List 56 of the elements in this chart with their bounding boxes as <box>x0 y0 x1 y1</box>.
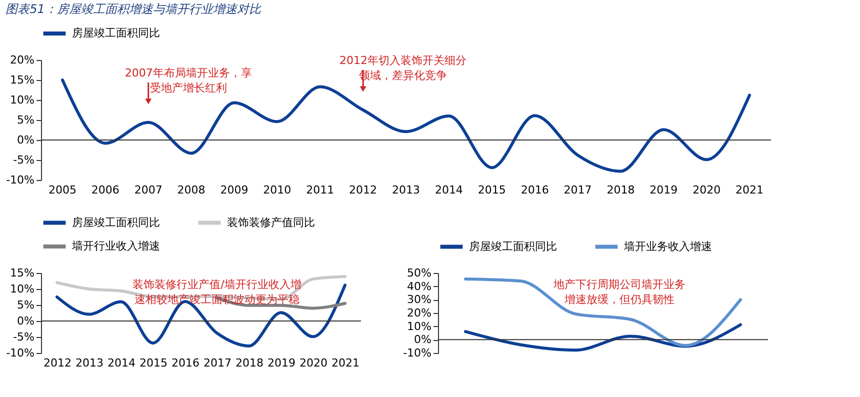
x-tick-label: 2015 <box>478 184 506 196</box>
legend-label: 墙开业务收入增速 <box>623 240 712 253</box>
x-tick-label: 2021 <box>332 356 360 370</box>
x-tick-label: 2008 <box>177 184 206 196</box>
x-tick-label: 2015 <box>140 356 168 370</box>
annotation: 2007年布局墙开业务，享受地产增长红利 <box>124 66 252 94</box>
y-tick-label: 0% <box>17 134 34 146</box>
y-tick-label: 5% <box>17 298 34 312</box>
x-tick-label: 2014 <box>434 184 463 196</box>
x-tick-label: 2013 <box>76 356 104 370</box>
y-tick-label: -10% <box>6 174 34 186</box>
x-tick-label: 2012 <box>349 184 378 196</box>
legend-label: 房屋竣工面积同比 <box>469 240 557 253</box>
y-tick-label: 15% <box>10 266 34 280</box>
x-tick-label: 2006 <box>91 184 120 196</box>
x-tick-label: 2005 <box>48 184 76 196</box>
x-tick-label: 2012 <box>44 356 72 370</box>
y-tick-label: 40% <box>407 280 432 293</box>
x-tick-label: 2020 <box>300 356 328 370</box>
legend-label: 装饰装修产值同比 <box>227 216 315 229</box>
y-tick-label: 10% <box>407 320 432 333</box>
y-tick-label: 50% <box>407 266 432 280</box>
annotation: 地产下行周期公司墙开业务增速放缓，但仍具韧性 <box>552 278 686 306</box>
y-tick-label: -10% <box>6 346 34 360</box>
y-tick-label: 10% <box>10 282 34 296</box>
x-tick-label: 2019 <box>268 356 296 370</box>
y-tick-label: 30% <box>407 293 432 306</box>
y-tick-label: 20% <box>10 54 34 66</box>
legend-label: 墙开行业收入增速 <box>71 240 160 252</box>
x-tick-label: 2007 <box>134 184 162 196</box>
legend-label: 房屋竣工面积同比 <box>72 26 160 40</box>
x-tick-label: 2016 <box>172 356 200 370</box>
x-tick-label: 2013 <box>392 184 420 196</box>
y-tick-label: -5% <box>13 154 34 166</box>
x-tick-label: 2021 <box>736 184 764 196</box>
legend-label: 房屋竣工面积同比 <box>72 216 160 229</box>
chart-title: 图表51：房屋竣工面积增速与墙开行业增速对比 <box>6 2 262 16</box>
x-tick-label: 2018 <box>236 356 264 370</box>
x-tick-label: 2010 <box>263 184 292 196</box>
y-tick-label: 15% <box>10 74 34 86</box>
x-tick-label: 2017 <box>564 184 592 196</box>
y-tick-label: 10% <box>10 94 34 106</box>
x-tick-label: 2016 <box>520 184 549 196</box>
y-tick-label: 20% <box>407 306 432 320</box>
x-tick-label: 2019 <box>650 184 678 196</box>
x-tick-label: 2020 <box>692 184 721 196</box>
x-tick-label: 2009 <box>220 184 248 196</box>
y-tick-label: -10% <box>403 346 432 360</box>
y-tick-label: 0% <box>17 314 34 328</box>
y-tick-label: -5% <box>13 330 34 344</box>
y-tick-label: 5% <box>17 114 34 126</box>
x-tick-label: 2018 <box>606 184 635 196</box>
x-tick-label: 2017 <box>204 356 232 370</box>
y-tick-label: 0% <box>414 333 432 346</box>
x-tick-label: 2014 <box>108 356 136 370</box>
x-tick-label: 2011 <box>306 184 334 196</box>
